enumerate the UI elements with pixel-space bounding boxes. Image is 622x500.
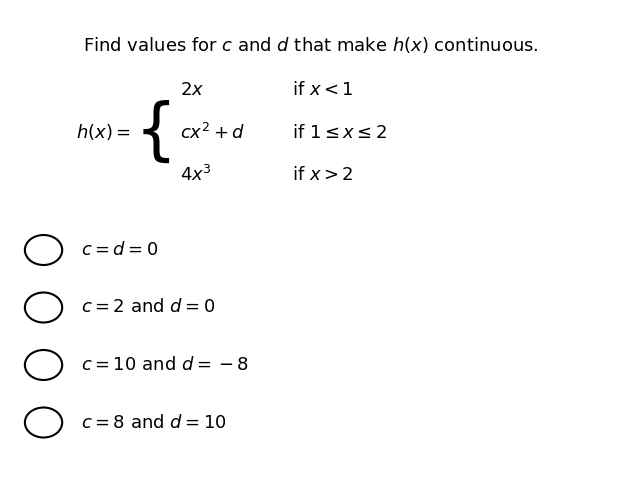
Text: $h(x) =$: $h(x) =$: [76, 122, 131, 142]
Text: if $x>2$: if $x>2$: [292, 166, 354, 184]
Text: $\{$: $\{$: [134, 100, 170, 166]
Text: Find values for $c$ and $d$ that make $h(x)$ continuous.: Find values for $c$ and $d$ that make $h…: [83, 35, 539, 55]
Text: $c = 10$ and $d = -8$: $c = 10$ and $d = -8$: [81, 356, 249, 374]
Text: $c = 8$ and $d = 10$: $c = 8$ and $d = 10$: [81, 414, 226, 432]
Text: $2x$: $2x$: [180, 81, 205, 99]
Text: if $1\leq x\leq 2$: if $1\leq x\leq 2$: [292, 124, 388, 142]
Text: $c = 2$ and $d = 0$: $c = 2$ and $d = 0$: [81, 298, 215, 316]
Text: $c = d = 0$: $c = d = 0$: [81, 241, 159, 259]
Text: if $x<1$: if $x<1$: [292, 81, 354, 99]
Text: $cx^2+d$: $cx^2+d$: [180, 122, 246, 142]
Text: $4x^3$: $4x^3$: [180, 165, 212, 185]
